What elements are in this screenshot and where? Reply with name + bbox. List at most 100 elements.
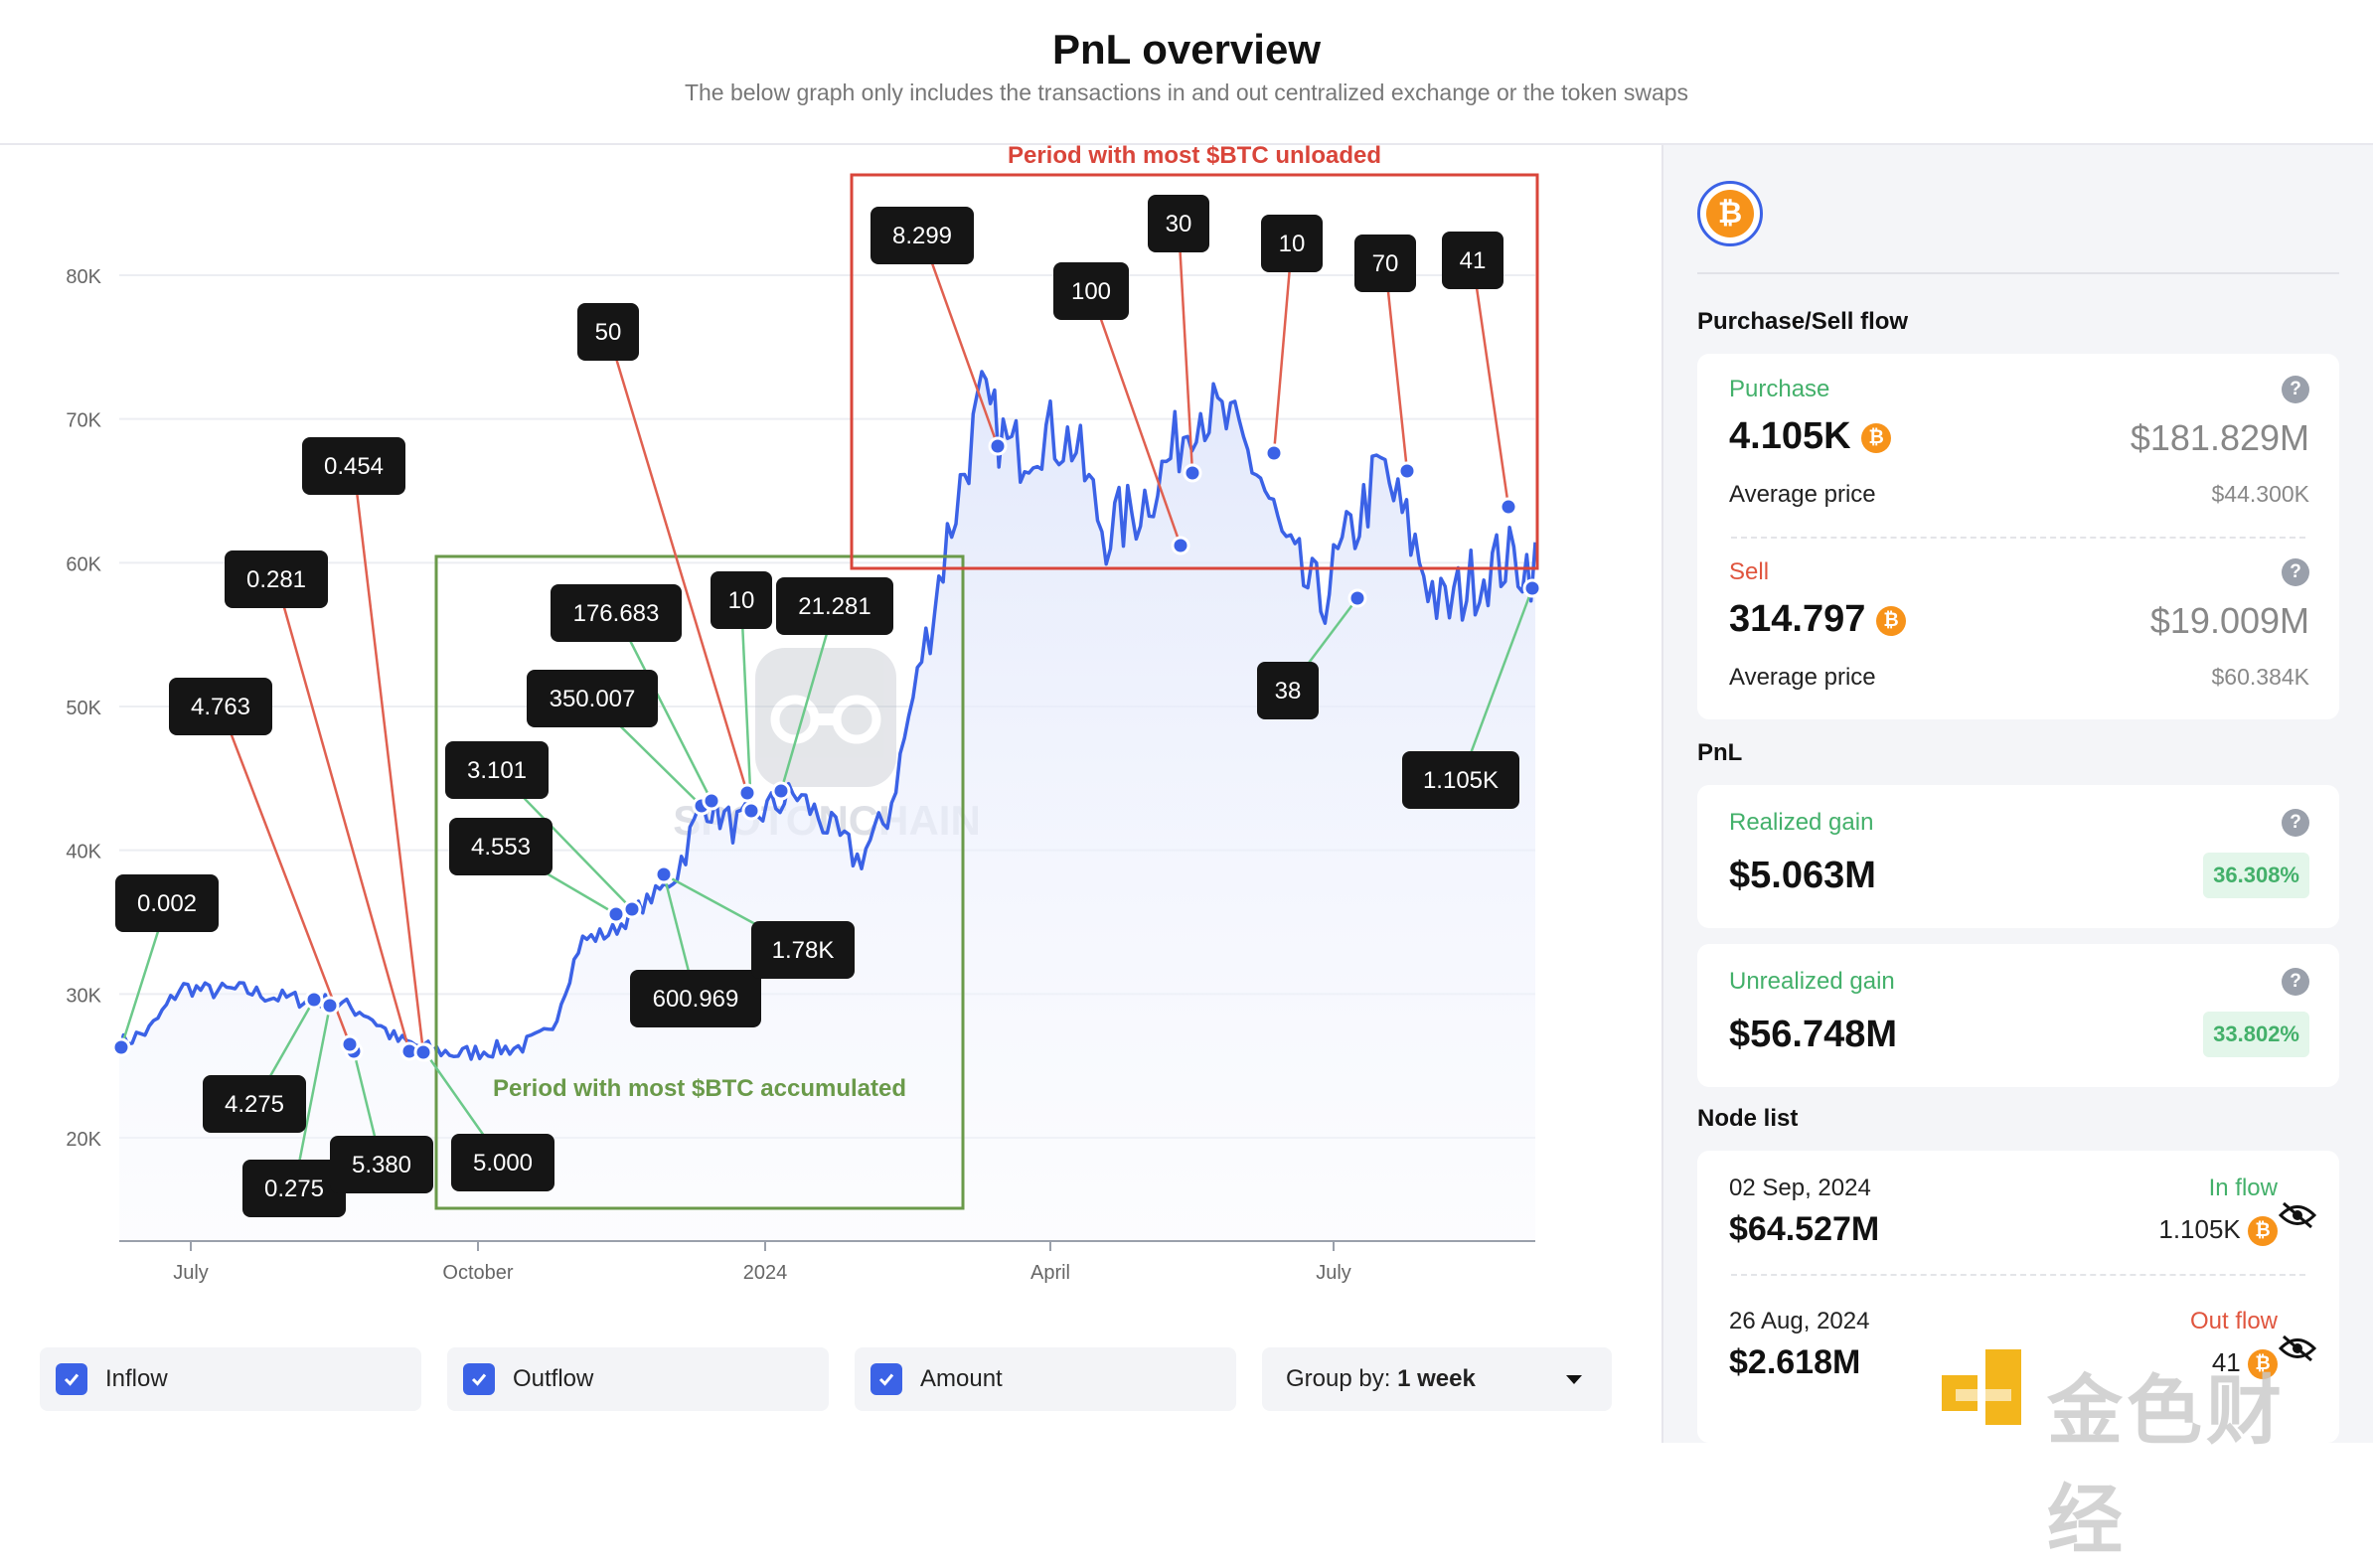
- eye-off-icon[interactable]: [2278, 1200, 2317, 1230]
- purchase-sell-title: Purchase/Sell flow: [1697, 308, 1909, 335]
- node-list-title: Node list: [1697, 1105, 1799, 1132]
- sell-label: Sell: [1729, 558, 1770, 585]
- annotation-badge: [551, 584, 682, 642]
- unrealized-gain-card: Unrealized gain ? $56.748M 33.802%: [1697, 944, 2339, 1087]
- y-tick-label: 50K: [66, 698, 101, 719]
- annotation-badge-label: 70: [1372, 250, 1399, 277]
- bitcoin-icon: ₿: [2248, 1216, 2278, 1247]
- connector-line: [1459, 587, 1534, 781]
- help-icon[interactable]: ?: [2282, 558, 2309, 586]
- help-icon[interactable]: ?: [2282, 809, 2309, 837]
- annotation-badge-label: 4.763: [191, 694, 250, 720]
- amount-toggle[interactable]: Amount: [855, 1347, 1236, 1411]
- transaction-point: [111, 1037, 131, 1057]
- transaction-point: [1522, 578, 1542, 598]
- connector-line: [352, 465, 425, 1053]
- connector-line: [739, 599, 753, 812]
- check-icon: [64, 1373, 79, 1386]
- page-title: PnL overview: [1051, 26, 1321, 73]
- annotation-badge: [870, 207, 974, 264]
- help-icon[interactable]: ?: [2282, 968, 2309, 996]
- chevron-down-icon: [1566, 1375, 1582, 1384]
- group-by-label: Group by: 1 week: [1286, 1365, 1476, 1392]
- annotation-badge: [1257, 662, 1319, 719]
- inflow-toggle[interactable]: Inflow: [40, 1347, 421, 1411]
- purchase-avg-value: $44.300K: [2211, 481, 2309, 507]
- amount-checkbox[interactable]: [870, 1363, 902, 1395]
- jinse-watermark: 金色财经: [1942, 1343, 2359, 1563]
- transaction-point: [320, 996, 340, 1016]
- node-flow-type: In flow: [2208, 1175, 2278, 1201]
- unrealized-gain-label: Unrealized gain: [1729, 968, 1895, 995]
- unload-box-label: Period with most $BTC unloaded: [1008, 145, 1381, 169]
- eye-off-icon[interactable]: [2278, 1333, 2317, 1363]
- group-by-select[interactable]: Group by: 1 week: [1262, 1347, 1612, 1411]
- page-subtitle: The below graph only includes the transa…: [684, 79, 1689, 105]
- node-amount: 41 ₿: [2212, 1347, 2278, 1380]
- annotation-badge-label: 1.105K: [1423, 767, 1499, 794]
- bitcoin-icon: ₿: [2248, 1349, 2278, 1380]
- transaction-point: [988, 436, 1008, 456]
- annotation-badge-label: 4.275: [225, 1091, 284, 1118]
- connector-line: [274, 578, 411, 1052]
- annotation-badge: [242, 1160, 346, 1217]
- x-tick-label: April: [1030, 1262, 1070, 1284]
- connector-line: [1177, 223, 1194, 474]
- transaction-point: [606, 904, 626, 924]
- node-date: 02 Sep, 2024: [1729, 1175, 1871, 1201]
- annotation-badge: [711, 571, 772, 629]
- page-header: PnL overview The below graph only includ…: [0, 0, 2373, 145]
- help-icon[interactable]: ?: [2282, 376, 2309, 403]
- unrealized-gain-value: $56.748M: [1729, 1014, 1898, 1055]
- y-tick-label: 40K: [66, 842, 101, 863]
- outflow-toggle[interactable]: Outflow: [447, 1347, 829, 1411]
- y-axis: 20K 30K 40K 50K 60K 70K 80K: [66, 266, 101, 1151]
- accumulation-box: [434, 554, 965, 1210]
- annotation-badge: [445, 741, 549, 799]
- connector-line: [219, 706, 352, 1045]
- annotation-badge-label: 350.007: [550, 686, 636, 712]
- price-line: [117, 370, 1537, 1061]
- annotation-badge: [169, 678, 272, 735]
- annotation-badge-label: 50: [595, 319, 622, 346]
- annotation-badge: [115, 874, 219, 932]
- bitcoin-icon: ₿: [1875, 605, 1906, 636]
- pnl-title: PnL: [1697, 739, 1743, 766]
- sell-avg-value: $60.384K: [2211, 664, 2309, 690]
- connector-line: [606, 331, 749, 794]
- divider: [1731, 1274, 2305, 1276]
- annotation-badge: [1442, 232, 1503, 289]
- annotation-badge-label: 3.101: [467, 757, 527, 784]
- node-amount: 1.105K ₿: [2158, 1214, 2278, 1247]
- transaction-point: [413, 1042, 433, 1062]
- annotation-badge-label: 4.553: [471, 834, 531, 861]
- x-axis: July October 2024 April July: [173, 1241, 1351, 1284]
- annotation-badges: 0.002 4.275 0.275 5.380 5.000 4.553 3.101 350.0…: [115, 195, 1519, 1217]
- connector-line: [614, 612, 713, 802]
- connector-line: [1471, 259, 1510, 508]
- bitcoin-token-button[interactable]: ₿: [1697, 181, 1763, 246]
- divider: [1731, 537, 2305, 539]
- connector-line: [1272, 242, 1294, 454]
- transaction-point: [1264, 443, 1284, 463]
- x-tick-label: July: [1316, 1262, 1351, 1284]
- y-tick-label: 70K: [66, 410, 101, 432]
- outflow-checkbox[interactable]: [463, 1363, 495, 1395]
- annotation-badge: [527, 670, 658, 727]
- unload-box: [850, 173, 1539, 570]
- realized-gain-label: Realized gain: [1729, 809, 1874, 836]
- annotation-badge-label: 0.281: [246, 566, 306, 593]
- bitcoin-icon: ₿: [1706, 190, 1754, 237]
- annotation-badge: [302, 437, 405, 495]
- y-tick-label: 30K: [66, 985, 101, 1007]
- annotation-badge-label: 0.002: [137, 890, 197, 917]
- connector-line: [1089, 290, 1183, 547]
- inflow-checkbox[interactable]: [56, 1363, 87, 1395]
- x-tick-label: 2024: [743, 1262, 788, 1284]
- transaction-point: [1499, 497, 1518, 517]
- annotation-badge-label: 38: [1275, 678, 1302, 705]
- purchase-label: Purchase: [1729, 376, 1830, 402]
- annotation-badge: [225, 550, 328, 608]
- transaction-point: [702, 791, 721, 811]
- transaction-point: [340, 1034, 360, 1054]
